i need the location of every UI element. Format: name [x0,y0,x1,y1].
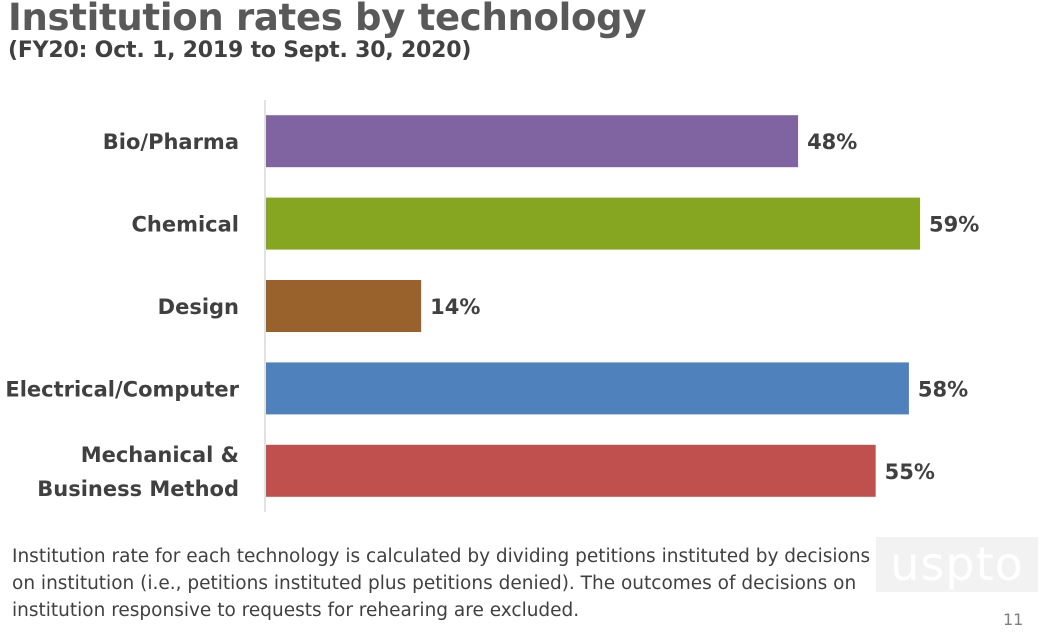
chart-subtitle: (FY20: Oct. 1, 2019 to Sept. 30, 2020) [8,38,472,63]
category-label-line: Electrical/Computer [5,377,239,401]
category-label: Electrical/Computer [5,377,239,401]
category-label-line: Mechanical & [81,443,239,467]
bar-mechanical-business-method [266,444,876,497]
data-label: 14% [430,295,480,319]
data-label: 48% [807,130,857,154]
bar-chart: 48% Bio/Pharma 59% Chemical 14% Design 58% Elec… [5,100,979,512]
category-label: Mechanical & Business Method [37,443,239,501]
category-label-line: Bio/Pharma [103,130,239,154]
data-label: 55% [885,460,935,484]
data-label: 59% [929,213,979,237]
category-label-line: Design [158,295,239,319]
bar-electrical-computer [266,362,909,415]
bar-chemical [266,197,920,250]
bar-design [266,280,422,332]
category-label-line: Business Method [37,477,239,501]
data-label: 58% [918,377,968,401]
page-number: 11 [1003,610,1024,629]
category-label: Design [158,295,239,319]
footnote: Institution rate for each technology is … [12,546,871,621]
bar-bio-pharma [266,115,799,168]
category-label-line: Chemical [131,213,239,237]
category-label: Chemical [131,213,239,237]
uspto-logo: uspto [876,537,1038,592]
chart-title: Institution rates by technology [8,0,647,39]
category-label: Bio/Pharma [103,130,239,154]
